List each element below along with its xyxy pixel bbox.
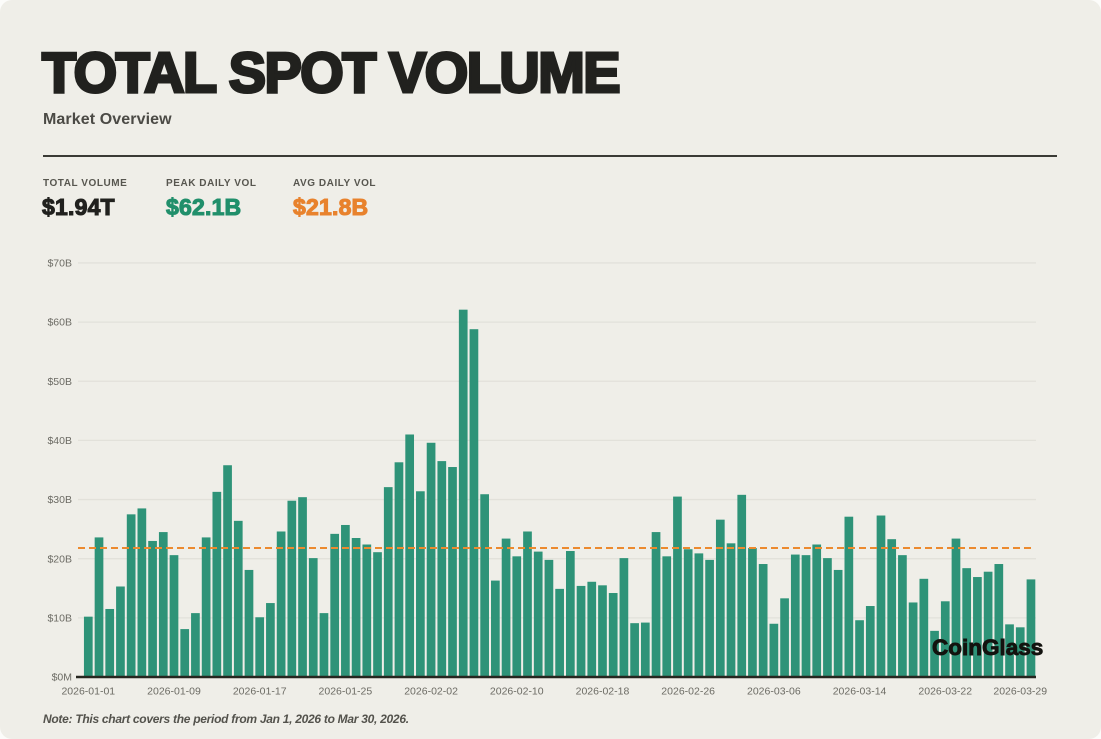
svg-text:$40B: $40B <box>47 435 72 447</box>
svg-text:2026-03-22: 2026-03-22 <box>918 686 972 698</box>
svg-text:$10B: $10B <box>47 612 72 624</box>
svg-text:2026-01-09: 2026-01-09 <box>147 686 201 698</box>
svg-text:2026-01-01: 2026-01-01 <box>61 686 115 698</box>
svg-text:$50B: $50B <box>47 376 72 388</box>
svg-text:2026-02-02: 2026-02-02 <box>404 686 458 698</box>
svg-text:$30B: $30B <box>47 494 72 506</box>
svg-text:2026-02-26: 2026-02-26 <box>661 686 715 698</box>
svg-text:2026-01-17: 2026-01-17 <box>233 686 287 698</box>
svg-text:2026-02-10: 2026-02-10 <box>490 686 544 698</box>
svg-text:2026-01-25: 2026-01-25 <box>319 686 373 698</box>
svg-text:2026-03-14: 2026-03-14 <box>833 686 887 698</box>
svg-text:2026-02-18: 2026-02-18 <box>576 686 630 698</box>
svg-text:$70B: $70B <box>47 258 72 270</box>
svg-text:$20B: $20B <box>47 553 72 565</box>
svg-text:$60B: $60B <box>47 317 72 329</box>
svg-text:$0M: $0M <box>52 672 72 684</box>
svg-text:2026-03-06: 2026-03-06 <box>747 686 801 698</box>
svg-text:2026-03-29: 2026-03-29 <box>993 686 1047 698</box>
